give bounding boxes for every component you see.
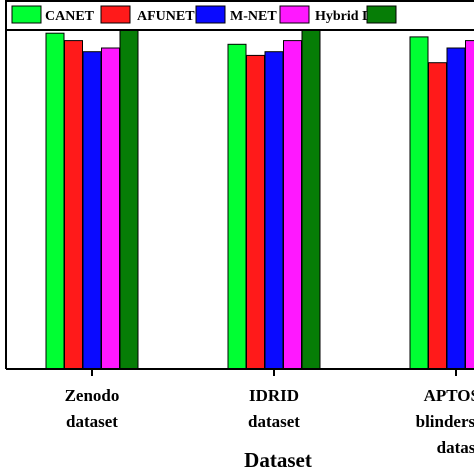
legend-swatch-2 bbox=[100, 5, 131, 24]
legend-swatch-1 bbox=[11, 5, 42, 24]
legend-label-2: AFUNET bbox=[137, 9, 195, 24]
legend-label-1: CANET bbox=[45, 9, 95, 24]
bar-afunet-2 bbox=[246, 54, 265, 370]
bars-group bbox=[45, 14, 474, 370]
bar-m-net-2 bbox=[264, 51, 284, 370]
bar-hybrid-dl-1 bbox=[101, 47, 120, 370]
x-ticks-group bbox=[91, 369, 457, 376]
x-tick-label-2-line-2: dataset bbox=[248, 412, 300, 431]
x-tick-label-1-line-2: dataset bbox=[66, 412, 118, 431]
bar-series-5-1 bbox=[119, 14, 139, 370]
legend-swatch-4 bbox=[279, 5, 310, 24]
bar-afunet-3 bbox=[428, 62, 447, 370]
x-tick-labels-group: Zenodo dataset IDRID dataset APTOS2 blinders … bbox=[65, 386, 474, 457]
x-tick-label-1-line-1: Zenodo bbox=[65, 386, 120, 405]
legend-label-4: Hybrid DL bbox=[315, 9, 382, 24]
bar-afunet-1 bbox=[64, 40, 83, 370]
bar-series-5-2 bbox=[301, 17, 321, 370]
bar-m-net-3 bbox=[446, 47, 466, 370]
bar-canet-2 bbox=[227, 43, 247, 370]
bar-hybrid-dl-2 bbox=[283, 40, 302, 370]
x-tick-label-2-line-1: IDRID bbox=[249, 386, 299, 405]
bar-hybrid-dl-3 bbox=[465, 40, 474, 370]
legend-swatch-3 bbox=[195, 5, 226, 24]
legend: CANET AFUNET M-NET Hybrid DL bbox=[5, 0, 474, 31]
legend-label-3: M-NET bbox=[230, 9, 277, 24]
x-tick-label-3-line-1: APTOS2 bbox=[424, 386, 474, 405]
x-axis-title: Dataset bbox=[244, 448, 312, 472]
bar-canet-3 bbox=[409, 36, 429, 370]
x-tick-label-3-line-2: blinders de bbox=[416, 412, 474, 431]
bar-canet-1 bbox=[45, 32, 65, 370]
bar-m-net-1 bbox=[82, 51, 102, 370]
legend-swatch-5 bbox=[366, 5, 397, 24]
x-tick-label-3-line-3: datas bbox=[437, 438, 474, 457]
